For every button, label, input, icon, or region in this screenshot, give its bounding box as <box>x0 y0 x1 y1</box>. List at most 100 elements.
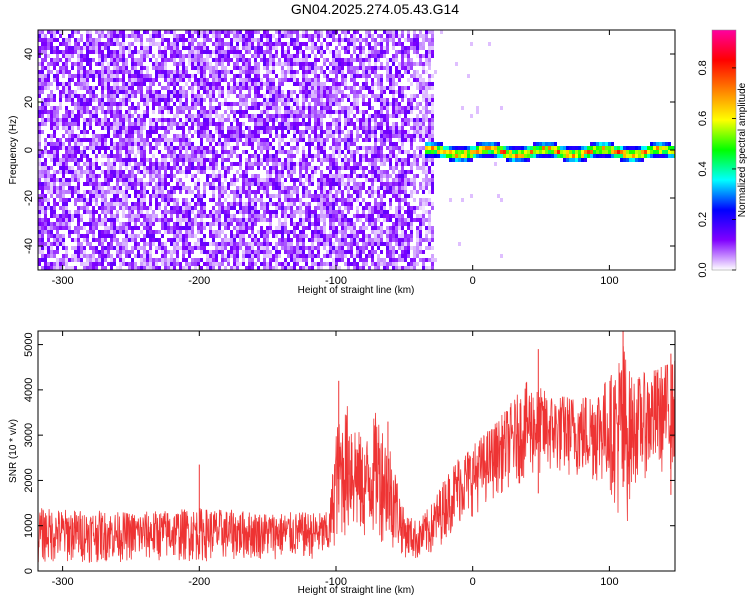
spectrogram-cell <box>263 234 266 238</box>
spectrogram-cell <box>242 114 245 118</box>
spectrogram-cell <box>83 118 86 122</box>
spectrogram-cell <box>68 58 71 62</box>
spectrogram-cell <box>317 34 320 38</box>
spectrogram-cell <box>266 250 269 254</box>
spectrogram-cell <box>275 250 278 254</box>
spectrogram-cell <box>71 246 74 250</box>
spectrogram-cell <box>221 190 224 194</box>
spectrogram-cell <box>362 98 365 102</box>
spectrogram-cell <box>329 178 332 182</box>
spectrogram-cell <box>230 46 233 50</box>
spectrogram-cell <box>293 114 296 118</box>
spectrogram-cell <box>155 34 158 38</box>
spectrogram-cell <box>53 234 56 238</box>
spectrogram-cell <box>86 122 89 126</box>
spectrogram-cell <box>329 94 332 98</box>
spectrogram-cell <box>311 178 314 182</box>
spectrogram-cell <box>38 34 41 38</box>
spectrogram-cell <box>170 178 173 182</box>
spectrogram-cell <box>257 214 260 218</box>
spectrogram-cell <box>80 130 83 134</box>
spectrogram-cell <box>350 154 353 158</box>
spectrogram-cell <box>311 166 314 170</box>
spectrogram-cell <box>305 98 308 102</box>
spectrogram-cell <box>251 198 254 202</box>
spectrogram-cell <box>242 62 245 66</box>
spectrogram-cell <box>245 134 248 138</box>
spectrogram-cell <box>44 150 47 154</box>
spectrogram-cell <box>140 258 143 262</box>
spectrogram-cell <box>53 266 56 270</box>
spectrogram-cell <box>269 218 272 222</box>
spectrogram-cell <box>194 154 197 158</box>
spectrogram-cell <box>167 222 170 226</box>
spectrogram-cell <box>68 190 71 194</box>
spectrogram-cell <box>368 46 371 50</box>
spectrogram-cell <box>113 166 116 170</box>
spectrogram-cell <box>287 102 290 106</box>
spectrogram-cell <box>299 130 302 134</box>
spectrogram-cell <box>170 118 173 122</box>
spectrogram-cell <box>218 74 221 78</box>
spectrogram-cell <box>365 258 368 262</box>
spectrogram-cell <box>278 146 281 150</box>
spectrogram-cell <box>296 98 299 102</box>
spectrogram-cell <box>38 150 41 154</box>
spectrogram-cell <box>149 90 152 94</box>
spectrogram-cell <box>215 178 218 182</box>
spectrogram-cell <box>284 126 287 130</box>
spectrogram-cell <box>227 170 230 174</box>
spectrogram-cell <box>38 178 41 182</box>
spectrogram-cell <box>254 234 257 238</box>
spectrogram-cell <box>176 226 179 230</box>
spectrogram-cell <box>170 210 173 214</box>
spectrogram-cell <box>308 66 311 70</box>
spectrogram-cell <box>59 142 62 146</box>
spectrogram-cell <box>71 158 74 162</box>
spectrogram-cell <box>185 70 188 74</box>
spectrogram-cell <box>239 218 242 222</box>
spectrogram-cell <box>236 102 239 106</box>
spectrogram-cell <box>263 242 266 246</box>
spectrogram-cell <box>236 110 239 114</box>
spectrogram-cell <box>92 110 95 114</box>
spectrogram-cell <box>335 30 338 34</box>
spectrogram-cell <box>215 78 218 82</box>
spectrogram-cell <box>224 234 227 238</box>
spectrogram-cell <box>113 246 116 250</box>
spectrogram-cell <box>101 202 104 206</box>
spectrogram-cell <box>317 126 320 130</box>
spectrogram-cell <box>143 142 146 146</box>
spectrogram-cell <box>161 106 164 110</box>
spectrogram-cell <box>185 54 188 58</box>
spectrogram-cell <box>308 146 311 150</box>
spectrogram-cell <box>284 118 287 122</box>
spectrogram-cell <box>266 102 269 106</box>
spectrogram-cell <box>254 242 257 246</box>
spectrogram-cell <box>314 138 317 142</box>
spectrogram-cell <box>194 214 197 218</box>
spectrogram-cell <box>314 42 317 46</box>
spectrogram-cell <box>365 78 368 82</box>
spectrogram-cell <box>248 178 251 182</box>
spectrogram-cell <box>212 110 215 114</box>
spectrogram-cell <box>215 250 218 254</box>
spectrogram-cell <box>338 266 341 270</box>
spectrogram-cell <box>77 182 80 186</box>
spectrogram-cell <box>329 242 332 246</box>
spectrogram-cell <box>335 162 338 166</box>
spectrogram-cell <box>44 106 47 110</box>
spectrogram-cell <box>176 234 179 238</box>
spectrogram-cell <box>143 158 146 162</box>
spectrogram-cell <box>323 262 326 266</box>
spectrogram-cell <box>116 118 119 122</box>
spectrogram-cell <box>38 82 41 86</box>
spectrogram-cell <box>107 254 110 258</box>
spectrogram-cell <box>212 94 215 98</box>
spectrogram-cell <box>155 98 158 102</box>
spectrogram-cell <box>317 94 320 98</box>
spectrogram-cell <box>116 142 119 146</box>
spectrogram-cell <box>71 186 74 190</box>
spectrogram-cell <box>65 266 68 270</box>
spectrogram-cell <box>191 98 194 102</box>
